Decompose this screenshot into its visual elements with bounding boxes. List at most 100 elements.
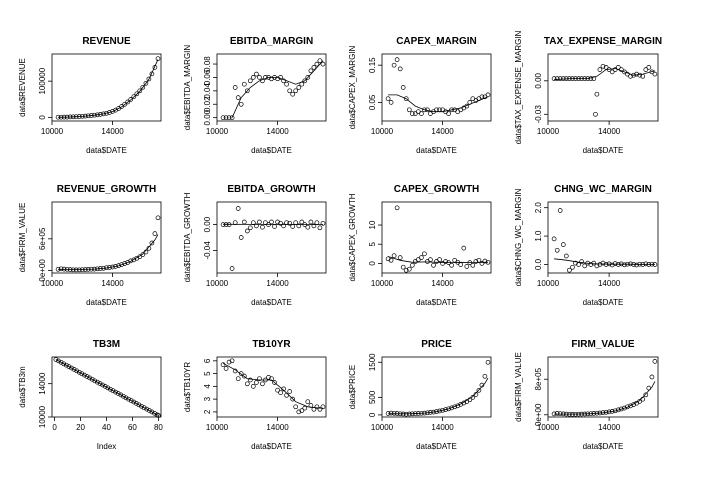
data-point xyxy=(640,73,646,79)
data-point xyxy=(260,78,265,84)
data-point xyxy=(101,111,106,117)
data-point xyxy=(95,266,100,272)
data-point xyxy=(431,409,436,415)
y-tick-label: 10000 xyxy=(38,405,47,428)
data-point xyxy=(314,61,320,67)
data-point xyxy=(229,266,235,271)
data-point xyxy=(92,112,97,118)
data-point xyxy=(308,219,314,225)
data-point xyxy=(128,398,134,403)
data-point xyxy=(85,267,91,272)
data-point xyxy=(631,262,636,267)
data-point xyxy=(615,65,621,70)
data-point xyxy=(554,76,560,81)
data-point xyxy=(272,380,277,385)
data-point xyxy=(269,219,274,225)
data-point xyxy=(76,114,82,119)
data-point xyxy=(305,399,311,405)
data-point xyxy=(149,71,155,77)
data-point xyxy=(652,262,658,267)
data-point xyxy=(122,261,128,266)
data-point xyxy=(485,259,491,265)
data-point xyxy=(121,393,126,399)
data-point xyxy=(618,67,624,72)
y-tick-label: 0.15 xyxy=(368,57,377,73)
data-point xyxy=(567,411,572,417)
data-point xyxy=(576,262,581,267)
y-tick-label: 0.06 xyxy=(203,69,212,85)
data-point xyxy=(443,407,448,412)
data-point xyxy=(302,405,308,411)
plot-frame xyxy=(381,201,492,274)
plot-frame xyxy=(381,356,492,418)
data-point xyxy=(579,411,584,417)
data-point xyxy=(232,220,238,226)
data-point xyxy=(284,220,289,226)
y-axis-label: data$EBITDA_MARGIN xyxy=(183,45,192,131)
data-point xyxy=(628,261,633,267)
data-point xyxy=(122,101,128,107)
data-point xyxy=(73,114,79,120)
data-point xyxy=(314,220,320,226)
data-point xyxy=(560,76,566,81)
data-point xyxy=(229,358,235,364)
data-point xyxy=(485,92,491,98)
data-point xyxy=(612,261,618,266)
data-point xyxy=(260,224,265,230)
x-tick-label: 10000 xyxy=(41,279,64,288)
data-point xyxy=(281,223,286,229)
data-point xyxy=(290,396,296,402)
data-point xyxy=(467,100,473,105)
data-point xyxy=(609,409,615,414)
data-point xyxy=(67,114,73,120)
data-point xyxy=(275,387,280,393)
data-point xyxy=(311,65,317,70)
data-point xyxy=(241,373,247,379)
x-tick-label: 14000 xyxy=(431,423,454,432)
data-point xyxy=(287,220,293,226)
data-point xyxy=(118,392,124,398)
data-point xyxy=(409,262,415,268)
data-point xyxy=(95,379,100,385)
data-point xyxy=(220,222,226,227)
data-point xyxy=(606,261,612,267)
data-point xyxy=(560,242,566,247)
data-point xyxy=(119,104,124,109)
x-tick-label: 10000 xyxy=(537,279,560,288)
data-point xyxy=(244,381,250,387)
x-axis-label: data$DATE xyxy=(583,298,624,307)
data-point xyxy=(585,411,591,417)
data-point xyxy=(311,223,317,229)
data-point xyxy=(637,72,643,78)
data-point xyxy=(591,411,597,416)
x-tick-label: 10000 xyxy=(371,279,394,288)
data-point xyxy=(446,406,451,412)
fit-line xyxy=(58,59,159,118)
data-point xyxy=(55,266,61,272)
data-point xyxy=(260,381,265,387)
data-point xyxy=(643,392,649,398)
data-point xyxy=(64,266,70,272)
data-point xyxy=(570,76,575,81)
data-point xyxy=(133,401,139,406)
data-point xyxy=(467,260,473,265)
data-point xyxy=(594,91,600,97)
data-point xyxy=(557,208,563,213)
fit-line xyxy=(231,60,324,118)
data-point xyxy=(299,408,305,413)
data-point xyxy=(400,85,406,90)
data-point xyxy=(98,266,103,271)
data-point xyxy=(126,396,131,402)
data-point xyxy=(473,259,479,264)
data-point xyxy=(628,73,633,79)
y-axis-label: data$FIRM_VALUE xyxy=(18,203,27,273)
x-axis-label: data$DATE xyxy=(251,442,292,451)
fit-line xyxy=(554,258,655,265)
y-tick-label: 0 xyxy=(368,412,377,417)
data-point xyxy=(406,107,412,113)
data-point xyxy=(603,65,609,70)
data-point xyxy=(649,261,655,267)
data-point xyxy=(554,247,560,253)
y-axis-label: data$TB3m xyxy=(18,366,27,408)
data-point xyxy=(266,75,271,80)
